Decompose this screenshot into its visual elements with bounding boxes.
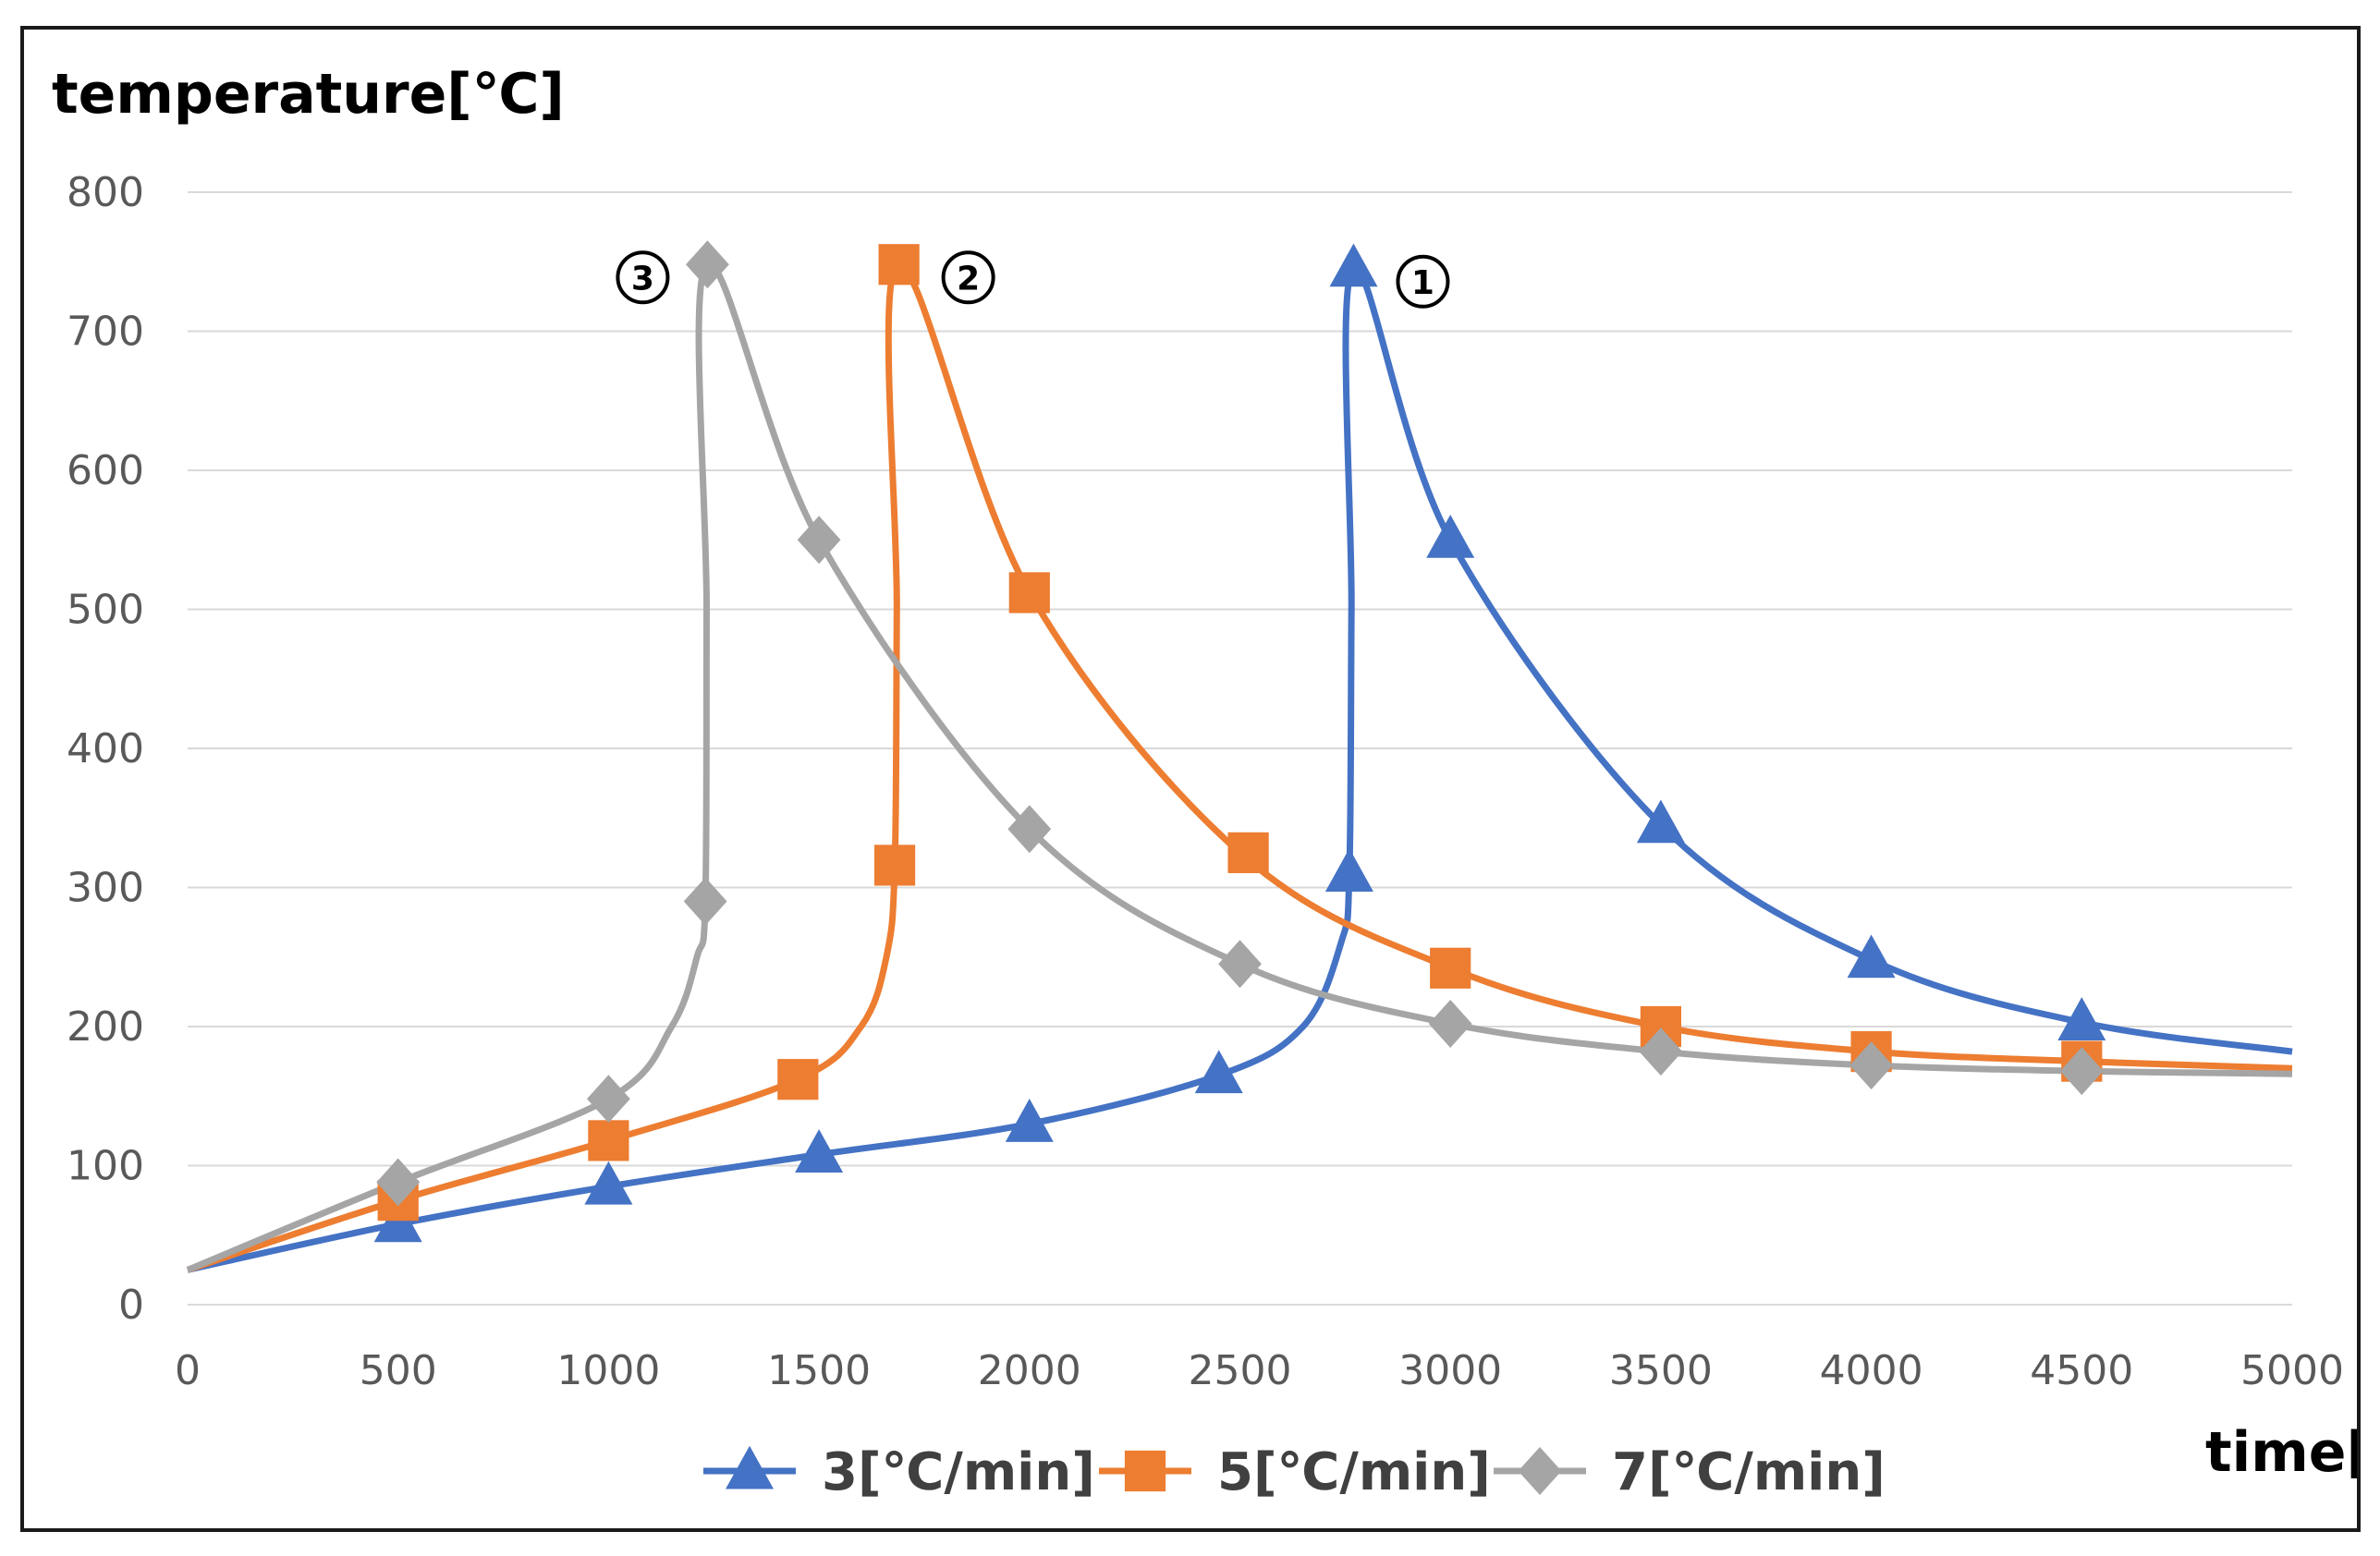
data-point-2 [1430, 947, 1471, 989]
data-point-1 [1324, 848, 1373, 892]
y-tick-label: 600 [67, 447, 144, 494]
y-tick-label: 400 [67, 725, 144, 772]
chart-frame: 0 100 200 300 400 500 600 700 800 0 500 1000 1500 20… [20, 26, 2361, 1532]
y-tick-label: 100 [67, 1143, 144, 1190]
legend-label: 7[℃/min] [1612, 1442, 1886, 1502]
annotations: 3 2 1 [616, 250, 1450, 309]
data-point-3 [1849, 1041, 1893, 1090]
callout-label: 3 [631, 260, 654, 298]
legend-label: 3[℃/min] [822, 1442, 1095, 1502]
y-tick-label: 800 [67, 169, 144, 216]
series-line-1 [187, 265, 2293, 1273]
data-point-3 [2059, 1047, 2104, 1096]
data-point-3 [683, 877, 727, 926]
legend-marker [1518, 1447, 1562, 1495]
y-tick-label: 500 [67, 587, 144, 634]
legend: 3[℃/min] 5[℃/min] 7[℃/min] [703, 1442, 1886, 1502]
legend-item-1: 3[℃/min] [703, 1442, 1095, 1502]
legend-marker [1124, 1450, 1166, 1492]
data-point-2 [777, 1059, 819, 1100]
y-tick-label: 200 [67, 1003, 144, 1051]
data-point-1 [2057, 997, 2106, 1040]
x-tick-label: 3500 [1609, 1347, 1713, 1394]
callout-3: 1 [1396, 254, 1450, 309]
x-tick-label: 2500 [1189, 1347, 1292, 1394]
callout-label: 2 [957, 260, 980, 298]
x-tick-label: 1000 [556, 1347, 660, 1394]
data-point-1 [1636, 799, 1685, 844]
legend-marker [726, 1445, 774, 1489]
x-tick-label: 2000 [978, 1347, 1081, 1394]
data-point-3 [1218, 940, 1262, 989]
x-tick-label: 4000 [1820, 1347, 1923, 1394]
data-point-3 [587, 1075, 630, 1124]
series-markers [373, 240, 2106, 1243]
x-axis-ticks: 0 500 1000 1500 2000 2500 3000 3500 4000 4500 5000 [175, 1347, 2344, 1394]
series-line-2 [186, 261, 2293, 1273]
x-tick-label: 4500 [2030, 1347, 2133, 1394]
x-tick-label: 3000 [1398, 1347, 1502, 1394]
data-point-3 [376, 1158, 421, 1207]
data-point-2 [878, 244, 920, 286]
data-point-2 [1227, 832, 1269, 873]
legend-item-2: 5[℃/min] [1099, 1442, 1491, 1502]
data-point-3 [686, 240, 729, 289]
series-lines [186, 261, 2293, 1273]
data-point-2 [873, 845, 916, 886]
data-point-2 [588, 1120, 629, 1161]
grid-lines [188, 191, 2292, 1306]
y-tick-label: 0 [118, 1282, 144, 1329]
callout-circle [941, 250, 995, 305]
data-point-3 [797, 516, 841, 565]
callout-label: 1 [1411, 264, 1434, 302]
legend-item-3: 7[℃/min] [1494, 1442, 1886, 1502]
callout-1: 3 [616, 250, 670, 305]
data-point-3 [1639, 1027, 1683, 1076]
data-point-1 [1847, 934, 1896, 979]
callout-circle [616, 250, 670, 305]
data-point-1 [1329, 243, 1378, 287]
data-point-3 [1428, 999, 1472, 1048]
data-point-3 [1007, 805, 1052, 854]
x-tick-label: 500 [360, 1347, 437, 1394]
data-point-2 [1008, 572, 1050, 614]
y-tick-label: 300 [67, 865, 144, 912]
callout-2: 2 [941, 250, 995, 305]
y-axis-ticks: 0 100 200 300 400 500 600 700 800 [67, 169, 144, 1329]
callout-circle [1396, 254, 1450, 309]
legend-label: 5[℃/min] [1217, 1442, 1491, 1502]
x-tick-label: 1500 [767, 1347, 871, 1394]
x-tick-label: 0 [175, 1347, 201, 1394]
x-axis-title: time[s] [2205, 1420, 2357, 1485]
series-line-3 [186, 261, 2293, 1273]
y-axis-title: temperature[℃] [52, 62, 565, 127]
data-point-1 [1194, 1050, 1243, 1094]
data-point-1 [584, 1161, 633, 1205]
data-point-1 [795, 1129, 844, 1173]
data-point-1 [1005, 1099, 1054, 1142]
data-point-1 [1426, 514, 1475, 558]
x-tick-label: 5000 [2240, 1347, 2344, 1394]
y-tick-label: 700 [67, 309, 144, 356]
